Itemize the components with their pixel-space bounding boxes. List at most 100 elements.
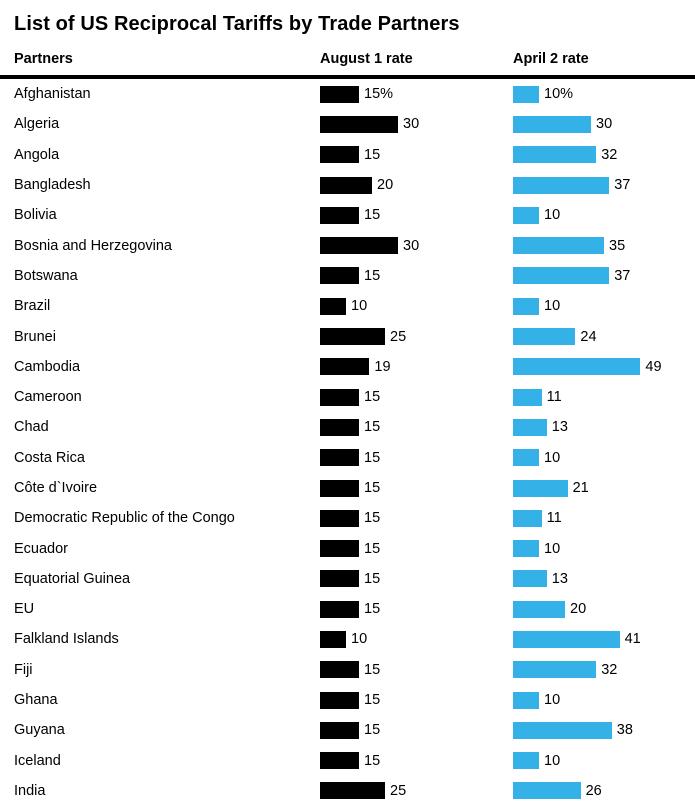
partner-label: Equatorial Guinea (14, 570, 131, 587)
partner-label: Costa Rica (14, 449, 85, 466)
partner-label: EU (14, 601, 35, 618)
april-rate-value: 13 (551, 570, 568, 587)
column-header-partners: Partners (14, 51, 73, 67)
august-rate-value: 15 (364, 389, 381, 406)
april-rate-cell: 10 (513, 691, 695, 709)
august-rate-bar (320, 449, 359, 467)
april-rate-bar (513, 267, 610, 285)
table-row: Bangladesh 20 37 (0, 170, 695, 200)
august-rate-cell: 25 (320, 328, 513, 346)
column-header-august-rate: August 1 rate (320, 51, 413, 67)
column-header-april-rate: April 2 rate (513, 51, 589, 67)
august-rate-bar (320, 630, 346, 648)
august-rate-bar (320, 691, 359, 709)
august-rate-cell: 15 (320, 449, 513, 467)
august-rate-cell: 15 (320, 752, 513, 770)
august-rate-value: 15 (364, 722, 381, 739)
april-rate-cell: 35 (513, 237, 695, 255)
august-rate-value: 20 (377, 177, 394, 194)
april-rate-value: 21 (572, 480, 589, 496)
august-rate-bar (320, 206, 359, 224)
august-rate-value: 15 (364, 480, 381, 496)
april-rate-bar (513, 206, 539, 224)
april-rate-cell: 37 (513, 176, 695, 194)
august-rate-value: 15 (364, 449, 381, 466)
april-rate-cell: 13 (513, 570, 695, 588)
april-rate-cell: 37 (513, 267, 695, 285)
chart-title: List of US Reciprocal Tariffs by Trade P… (14, 13, 460, 35)
april-rate-cell: 10% (513, 85, 695, 103)
april-rate-cell: 32 (513, 146, 695, 164)
april-rate-bar (513, 752, 539, 770)
august-rate-value: 25 (390, 328, 407, 345)
april-rate-bar (513, 509, 542, 527)
april-rate-value: 10 (544, 692, 561, 709)
table-row: Angola 15 32 (0, 140, 695, 170)
august-rate-value: 30 (403, 237, 420, 254)
table-row: Costa Rica 15 10 (0, 443, 695, 473)
august-rate-value: 15 (364, 540, 381, 557)
august-rate-value: 15 (364, 692, 381, 709)
august-rate-cell: 30 (320, 237, 513, 255)
partner-label: Angola (14, 146, 60, 163)
table-row: Brazil 10 10 (0, 291, 695, 321)
table-row: Algeria 30 30 (0, 109, 695, 139)
august-rate-cell: 15 (320, 691, 513, 709)
april-rate-value: 11 (546, 510, 562, 527)
august-rate-value: 15 (364, 207, 381, 224)
august-rate-cell: 15 (320, 600, 513, 618)
august-rate-bar (320, 115, 398, 133)
april-rate-value: 32 (601, 661, 618, 678)
april-rate-value: 37 (614, 267, 631, 284)
header-divider (0, 75, 695, 79)
april-rate-bar (513, 570, 547, 588)
april-rate-bar (513, 661, 597, 679)
april-rate-cell: 41 (513, 630, 695, 648)
april-rate-cell: 21 (513, 479, 695, 497)
august-rate-cell: 19 (320, 358, 513, 376)
april-rate-value: 10 (544, 449, 561, 466)
april-rate-cell: 26 (513, 782, 695, 800)
partner-label: Bosnia and Herzegovina (14, 237, 172, 254)
april-rate-bar (513, 691, 539, 709)
august-rate-cell: 15 (320, 540, 513, 558)
partner-label: Botswana (14, 267, 78, 284)
august-rate-value: 15 (364, 752, 381, 769)
august-rate-value: 15 (364, 510, 381, 527)
april-rate-value: 13 (551, 419, 568, 436)
august-rate-value: 15 (364, 146, 381, 163)
august-rate-cell: 10 (320, 297, 513, 315)
april-rate-cell: 20 (513, 600, 695, 618)
august-rate-value: 15% (364, 86, 394, 103)
august-rate-cell: 20 (320, 176, 513, 194)
table-row: Botswana 15 37 (0, 261, 695, 291)
partner-label: Ghana (14, 692, 58, 709)
april-rate-value: 20 (570, 601, 587, 618)
table-row: Brunei 25 24 (0, 321, 695, 351)
april-rate-cell: 10 (513, 206, 695, 224)
august-rate-cell: 30 (320, 115, 513, 133)
april-rate-bar (513, 358, 641, 376)
august-rate-cell: 10 (320, 630, 513, 648)
august-rate-cell: 15% (320, 85, 513, 103)
august-rate-bar (320, 146, 359, 164)
april-rate-value: 10 (544, 298, 561, 315)
august-rate-cell: 15 (320, 721, 513, 739)
april-rate-cell: 10 (513, 297, 695, 315)
august-rate-bar (320, 267, 359, 285)
august-rate-bar (320, 540, 359, 558)
april-rate-value: 30 (596, 116, 613, 133)
august-rate-bar (320, 176, 372, 194)
table-row: Ecuador 15 10 (0, 533, 695, 563)
april-rate-bar (513, 176, 610, 194)
partner-label: Democratic Republic of the Congo (14, 510, 235, 527)
august-rate-cell: 15 (320, 388, 513, 406)
april-rate-bar (513, 449, 539, 467)
august-rate-cell: 15 (320, 267, 513, 285)
august-rate-value: 10 (351, 631, 368, 648)
august-rate-cell: 15 (320, 661, 513, 679)
april-rate-value: 35 (609, 237, 626, 254)
april-rate-bar (513, 388, 542, 406)
august-rate-cell: 15 (320, 570, 513, 588)
